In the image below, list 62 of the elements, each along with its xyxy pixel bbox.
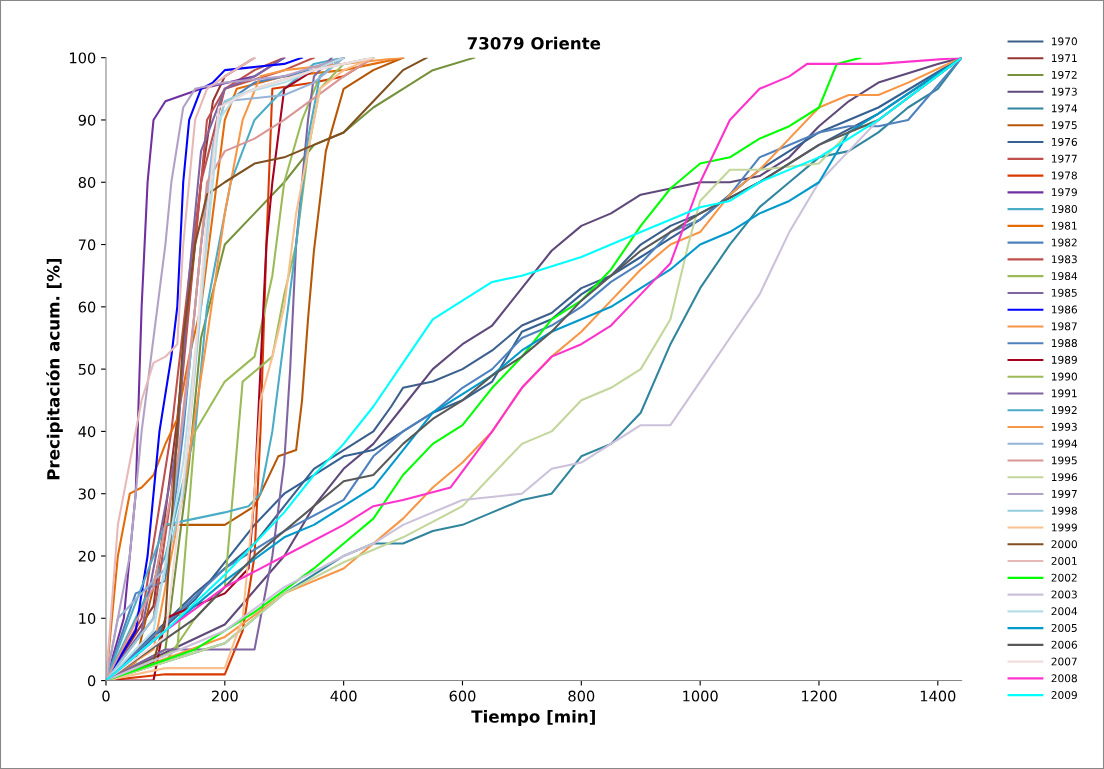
legend-label: 1974 xyxy=(1051,104,1078,113)
x-tick-label: 1200 xyxy=(802,690,837,702)
legend-label: 2002 xyxy=(1051,573,1077,582)
legend-label: 1991 xyxy=(1051,389,1077,398)
legend-label: 1976 xyxy=(1051,137,1078,146)
legend-label: 1993 xyxy=(1051,422,1077,431)
legend-label: 2006 xyxy=(1051,640,1078,649)
chart-title: 73079 Oriente xyxy=(467,36,601,50)
legend-label: 1988 xyxy=(1051,339,1077,348)
legend-label: 1997 xyxy=(1051,489,1077,498)
legend-label: 1986 xyxy=(1051,305,1078,314)
legend-label: 1981 xyxy=(1051,221,1077,230)
legend-label: 1982 xyxy=(1051,238,1077,247)
legend-label: 1987 xyxy=(1051,322,1077,331)
legend-label: 1973 xyxy=(1051,87,1077,96)
legend-label: 2008 xyxy=(1051,674,1077,683)
y-tick-label: 100 xyxy=(70,52,96,64)
legend-label: 1983 xyxy=(1051,255,1077,264)
legend-label: 1984 xyxy=(1051,272,1078,280)
y-tick-label: 10 xyxy=(79,612,96,625)
legend-label: 1996 xyxy=(1051,473,1078,482)
legend-label: 1971 xyxy=(1051,54,1077,63)
y-tick-label: 50 xyxy=(78,363,96,375)
legend-label: 1998 xyxy=(1051,506,1077,515)
y-tick-label: 60 xyxy=(78,301,96,313)
x-tick-label: 0 xyxy=(102,690,110,702)
x-axis-title: Tiempo [min] xyxy=(471,709,595,727)
y-tick-label: 80 xyxy=(78,176,96,188)
legend-label: 1994 xyxy=(1051,439,1078,448)
y-tick-label: 40 xyxy=(78,426,96,438)
legend-label: 1989 xyxy=(1051,355,1077,364)
legend-label: 1972 xyxy=(1051,70,1077,79)
legend-label: 2003 xyxy=(1051,590,1077,599)
legend-label: 1985 xyxy=(1051,288,1077,297)
y-tick-label: 90 xyxy=(78,114,96,126)
legend-label: 1980 xyxy=(1051,204,1077,213)
y-tick-label: 0 xyxy=(87,675,96,687)
legend-label: 1992 xyxy=(1051,406,1077,415)
legend-label: 1977 xyxy=(1051,154,1077,163)
y-tick-label: 70 xyxy=(78,239,96,251)
x-tick-label: 1000 xyxy=(683,690,718,702)
legend-label: 2005 xyxy=(1051,623,1077,632)
x-tick-label: 200 xyxy=(211,690,238,702)
legend-label: 2004 xyxy=(1051,607,1078,616)
y-axis-title: Precipitación acum. [%] xyxy=(46,258,63,480)
x-tick-label: 600 xyxy=(449,690,476,702)
legend-label: 1999 xyxy=(1051,523,1077,532)
legend-label: 1978 xyxy=(1051,171,1077,180)
y-tick-label: 30 xyxy=(78,488,96,500)
legend-label: 1975 xyxy=(1051,121,1077,130)
x-tick-label: 400 xyxy=(330,690,357,702)
legend-label: 2007 xyxy=(1051,657,1077,666)
x-tick-label: 1400 xyxy=(920,690,956,702)
legend-label: 1970 xyxy=(1051,37,1077,46)
y-tick-label: 20 xyxy=(78,550,96,562)
legend-label: 2000 xyxy=(1051,540,1077,549)
legend-label: 2001 xyxy=(1051,556,1077,565)
legend-label: 1995 xyxy=(1051,456,1077,465)
legend-label: 1990 xyxy=(1051,372,1077,381)
legend-label: 1979 xyxy=(1051,188,1077,197)
legend-label: 2009 xyxy=(1051,691,1077,700)
x-tick-label: 800 xyxy=(568,690,595,702)
